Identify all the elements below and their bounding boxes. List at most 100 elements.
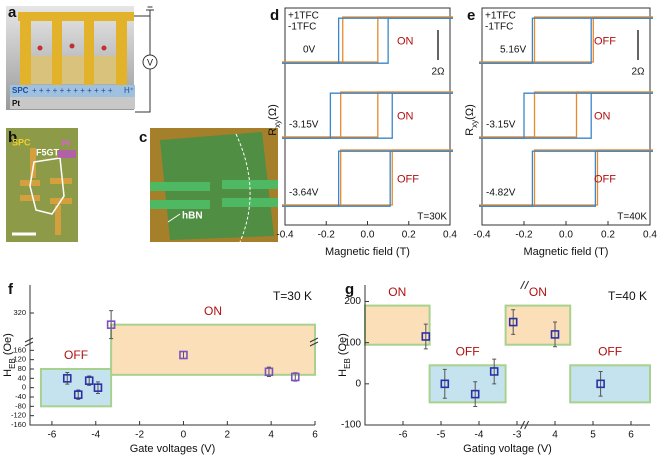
data-point (489, 367, 499, 376)
x-tick-label: -4 (475, 430, 484, 441)
x-tick-label: 0.4 (643, 230, 657, 241)
hysteresis-up (282, 92, 453, 139)
y-axis-label: Rxy(Ω) (267, 104, 282, 136)
error-cap (423, 323, 428, 350)
charges: + + + + + + + + + + + + (32, 86, 113, 95)
hysteresis-up (282, 150, 453, 207)
panel-label: e (467, 7, 475, 24)
hysteresis-up (479, 17, 653, 64)
plot-frame (284, 7, 451, 226)
hysteresis-up (282, 16, 453, 63)
state-label: ON (397, 35, 414, 47)
error-cap (266, 366, 271, 377)
y-tick-label: 120 (13, 355, 26, 364)
spins (37, 43, 107, 51)
circuit (134, 6, 158, 113)
state-region (364, 304, 431, 346)
region-label: ON (388, 285, 406, 299)
state-region (39, 368, 113, 408)
gate-voltage: -3.15V (486, 120, 516, 131)
data-point (470, 389, 480, 399)
flake-edge (235, 133, 251, 243)
x-tick-label: -3 (513, 430, 522, 441)
y-label-main: R (267, 128, 279, 136)
pt-patch (58, 150, 76, 158)
y-tick-label: 0 (355, 378, 361, 389)
pt-label: Pt (12, 99, 20, 108)
x-tick-label: 5 (590, 430, 596, 441)
x-tick-label: 6 (312, 430, 318, 441)
y-axis-label: Rxy(Ω) (464, 104, 479, 136)
x-tick-label: 0.0 (559, 230, 573, 241)
y-tick-label: 0 (22, 383, 26, 392)
legend-entry: +1TFC (288, 11, 319, 22)
data-point (550, 330, 560, 339)
error-cap (598, 370, 603, 397)
axis-break (24, 337, 34, 347)
panel-label: a (8, 4, 17, 21)
flake-label: F5GT (36, 147, 60, 157)
y-tick-label: -120 (11, 411, 26, 420)
pt-layer (10, 97, 135, 109)
x-tick-label: 4 (552, 430, 558, 441)
data-point (93, 383, 103, 392)
error-cap (492, 358, 497, 385)
y-tick-label: -160 (11, 420, 26, 429)
region-label: OFF (64, 348, 88, 362)
x-tick-label: -0.4 (473, 230, 491, 241)
x-tick-label: -6 (47, 430, 56, 441)
x-axis-label: Magnetic field (T) (325, 246, 410, 258)
panel-label: f (8, 281, 14, 298)
data-point (440, 379, 450, 389)
data-point (62, 374, 72, 383)
y-label-sub: xy (470, 120, 479, 128)
voltmeter: V (147, 57, 153, 67)
state-label: ON (397, 110, 414, 122)
state-label: ON (594, 110, 611, 122)
data-point (421, 332, 431, 341)
y-tick-label: 200 (344, 296, 361, 307)
micrograph-b (6, 128, 78, 242)
x-axis-label: Magnetic field (T) (524, 246, 609, 258)
hbn-label: hBN (182, 211, 203, 222)
state-label: OFF (397, 173, 419, 185)
x-axis-label: Gate voltages (V) (130, 443, 216, 455)
y-label-unit: (Ω) (267, 104, 279, 120)
x-tick-label: 2 (225, 430, 231, 441)
error-cap (511, 309, 516, 335)
data-point (290, 372, 300, 382)
x-tick-label: 0.0 (361, 230, 375, 241)
data-point (106, 320, 116, 329)
gate-voltage: -3.15V (289, 120, 319, 131)
pt-label: Pt (62, 139, 70, 148)
x-tick-label: 0.2 (402, 230, 416, 241)
spc-label: SPC (12, 86, 29, 95)
error-cap (109, 310, 114, 340)
data-point (508, 317, 518, 327)
crystal (26, 56, 124, 84)
error-cap (473, 381, 478, 407)
scale-bar-label: 2Ω (631, 67, 645, 78)
y-tick-label: 40 (18, 373, 26, 382)
state-region (569, 364, 652, 404)
region-label: ON (529, 285, 547, 299)
error-cap (442, 368, 447, 399)
x-tick-label: -2 (135, 430, 144, 441)
x-axis-label: Gating voltage (V) (463, 443, 552, 455)
spc-layer (10, 85, 135, 97)
legend-entry: -1TFC (288, 22, 316, 33)
hysteresis-up (479, 150, 653, 207)
data-point (179, 350, 188, 360)
y-axis-label: HEB (Oe) (2, 333, 17, 377)
y-tick-label: -100 (341, 420, 361, 431)
x-tick-label: -5 (437, 430, 446, 441)
legend-entry: +1TFC (485, 11, 516, 22)
y-tick-label: -80 (15, 401, 26, 410)
error-cap (553, 321, 557, 348)
legend-entry: -1TFC (485, 22, 513, 33)
gate-voltage: -4.82V (486, 188, 516, 199)
error-cap (87, 375, 92, 386)
data-point (84, 376, 94, 385)
hysteresis-up (282, 17, 453, 64)
